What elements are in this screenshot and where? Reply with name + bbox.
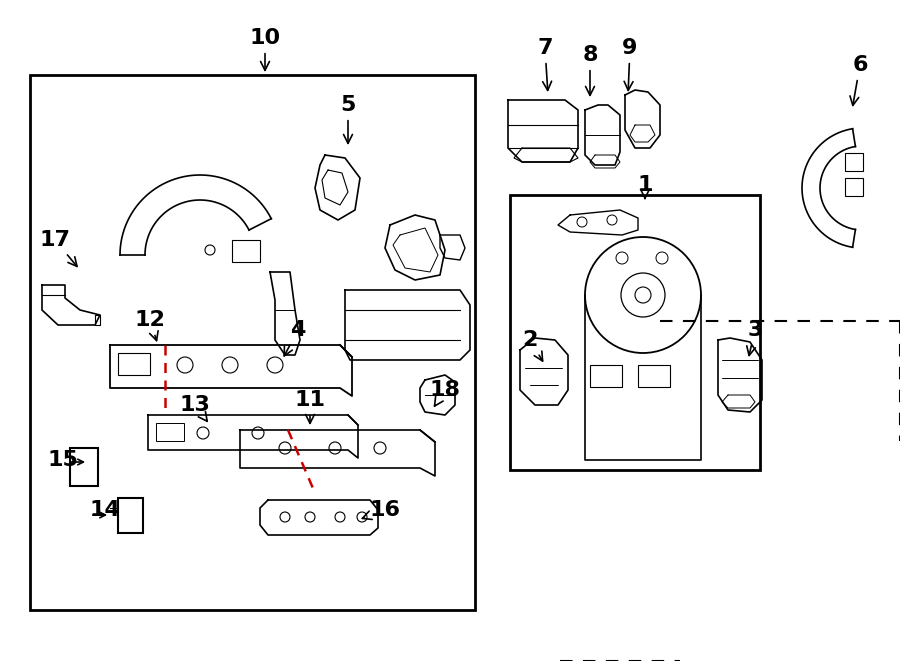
Text: 7: 7	[537, 38, 553, 91]
Text: 17: 17	[40, 230, 77, 266]
Text: 15: 15	[48, 450, 78, 470]
Bar	[118, 353, 150, 375]
Bar	[510, 195, 760, 470]
Bar	[156, 423, 184, 441]
Text: 8: 8	[582, 45, 598, 95]
Bar	[30, 75, 475, 610]
Text: 9: 9	[622, 38, 638, 91]
Text: 16: 16	[363, 500, 400, 520]
Text: 12: 12	[135, 310, 166, 340]
Text: 10: 10	[249, 28, 281, 70]
Bar	[845, 178, 863, 196]
Bar	[638, 365, 670, 387]
Bar	[232, 240, 260, 262]
Text: 1: 1	[637, 175, 652, 198]
Text: 5: 5	[340, 95, 356, 143]
Bar	[845, 153, 863, 171]
Text: 14: 14	[90, 500, 121, 520]
Text: 3: 3	[747, 320, 762, 356]
Text: 2: 2	[522, 330, 543, 361]
Text: 6: 6	[850, 55, 868, 106]
Bar	[70, 448, 98, 486]
Text: 13: 13	[180, 395, 211, 421]
Text: 4: 4	[284, 320, 306, 356]
Text: 11: 11	[294, 390, 326, 423]
Bar	[590, 365, 622, 387]
Text: 18: 18	[429, 380, 461, 406]
Bar	[118, 498, 143, 533]
